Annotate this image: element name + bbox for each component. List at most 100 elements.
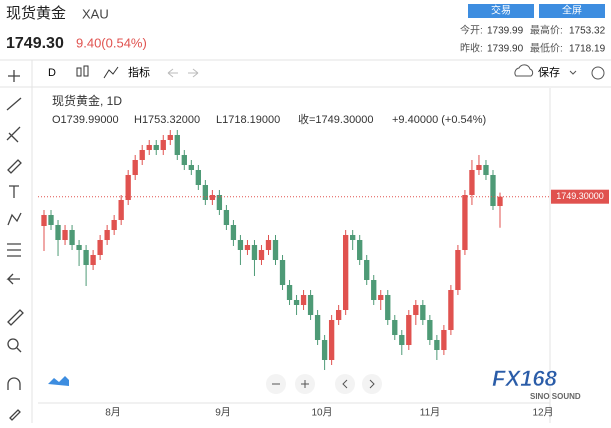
candle-body bbox=[279, 260, 286, 285]
candle-body bbox=[441, 330, 447, 350]
ohlc-text: O1739.99000 bbox=[52, 114, 119, 126]
candle-body bbox=[48, 215, 54, 225]
brand-icon bbox=[48, 376, 69, 386]
price: 1749.30 bbox=[6, 35, 64, 52]
stat-label: 最低价: bbox=[530, 42, 563, 55]
candle-body bbox=[286, 285, 293, 300]
stat-value: 1739.90 bbox=[487, 44, 524, 55]
candle-icon[interactable] bbox=[76, 65, 89, 77]
stat-value: 1753.32 bbox=[569, 26, 606, 37]
trade-button[interactable] bbox=[468, 4, 534, 18]
candle-body bbox=[462, 195, 468, 250]
candle-body bbox=[371, 280, 377, 300]
candle-body bbox=[350, 235, 356, 240]
candle-body bbox=[328, 320, 335, 360]
candle-body bbox=[55, 225, 61, 240]
indicators[interactable]: 指标 bbox=[128, 65, 150, 79]
undo[interactable] bbox=[167, 68, 178, 78]
candle-body bbox=[209, 195, 216, 200]
candle-body bbox=[420, 305, 426, 320]
candle-body bbox=[111, 220, 117, 230]
ohlc-text: H1753.32000 bbox=[134, 114, 200, 126]
candle-body bbox=[132, 160, 138, 175]
candle-body bbox=[146, 145, 152, 150]
candle-body bbox=[413, 305, 419, 315]
candle-body bbox=[265, 240, 272, 250]
candle-body bbox=[272, 240, 279, 260]
code: XAU bbox=[82, 6, 109, 21]
cloud-icon[interactable] bbox=[514, 64, 534, 77]
candle-body bbox=[41, 215, 47, 226]
candle-body bbox=[483, 165, 489, 175]
candle-body bbox=[314, 315, 321, 340]
stat-value: 1739.99 bbox=[487, 26, 524, 37]
change: 9.40(0.54%) bbox=[76, 35, 147, 50]
candle-body bbox=[125, 175, 131, 200]
candle-body bbox=[202, 185, 209, 200]
candle-body bbox=[153, 145, 159, 150]
candle-body bbox=[476, 165, 482, 170]
candle-body bbox=[230, 225, 237, 240]
candle-body bbox=[90, 255, 96, 265]
x-tick-label: 8月 bbox=[105, 407, 121, 419]
candle-body bbox=[237, 240, 244, 250]
legend-title: 现货黄金, 1D bbox=[52, 93, 122, 108]
redo[interactable] bbox=[188, 68, 199, 78]
candle-body bbox=[448, 290, 454, 330]
candle-body bbox=[392, 320, 398, 335]
candle-body bbox=[258, 250, 265, 260]
candle-body bbox=[497, 196, 503, 207]
candle-body bbox=[174, 135, 180, 155]
candle-body bbox=[139, 150, 145, 160]
price-label: 1749.30000 bbox=[556, 191, 604, 201]
symbol: 现货黄金 bbox=[6, 5, 66, 22]
fullscreen-button-label: 全屏 bbox=[562, 4, 582, 17]
candle-body bbox=[357, 240, 363, 260]
candle-body bbox=[104, 230, 110, 240]
candle-body bbox=[244, 245, 251, 250]
candle-body bbox=[335, 310, 342, 320]
candle-body bbox=[188, 165, 194, 170]
interval[interactable]: D bbox=[48, 67, 56, 79]
candle-body bbox=[97, 240, 103, 255]
fullscreen-button[interactable] bbox=[539, 4, 605, 18]
candle-body bbox=[167, 135, 173, 140]
candle-body bbox=[293, 300, 300, 305]
save[interactable]: 保存 bbox=[538, 65, 560, 79]
candle-body bbox=[378, 295, 384, 300]
save-menu[interactable] bbox=[569, 70, 577, 75]
scroll-left[interactable] bbox=[335, 374, 355, 394]
x-tick-label: 10月 bbox=[311, 407, 332, 419]
candle-body bbox=[434, 340, 440, 350]
candle-body bbox=[469, 170, 475, 195]
candles bbox=[41, 130, 503, 370]
x-tick-label: 12月 bbox=[532, 407, 553, 419]
stat-label: 最高价: bbox=[530, 24, 563, 37]
zoom-controls bbox=[266, 374, 382, 394]
ohlc-text: 收=1749.30000 bbox=[298, 112, 374, 126]
candle-body bbox=[307, 295, 314, 315]
x-tick-label: 11月 bbox=[420, 407, 440, 419]
candle-body bbox=[399, 335, 405, 345]
candle-body bbox=[251, 245, 258, 260]
candle-body bbox=[406, 315, 412, 345]
candle-body bbox=[342, 235, 349, 310]
stat-value: 1718.19 bbox=[569, 44, 606, 55]
settings[interactable] bbox=[591, 66, 605, 80]
ohlc-text: +9.40000 (+0.54%) bbox=[392, 114, 486, 126]
logo-sub: SINO SOUND bbox=[530, 392, 581, 401]
candle-body bbox=[216, 195, 223, 210]
candle-body bbox=[385, 295, 391, 320]
x-tick-label: 9月 bbox=[215, 407, 231, 419]
indicator-icon[interactable] bbox=[103, 66, 119, 79]
candle-body bbox=[455, 250, 461, 290]
drawing-tools[interactable] bbox=[6, 70, 24, 421]
candle-body bbox=[364, 260, 370, 280]
stat-label: 今开: bbox=[460, 24, 483, 37]
candle-body bbox=[62, 230, 68, 240]
scroll-right[interactable] bbox=[362, 374, 382, 394]
candle-body bbox=[76, 245, 82, 250]
candle-body bbox=[118, 200, 124, 220]
